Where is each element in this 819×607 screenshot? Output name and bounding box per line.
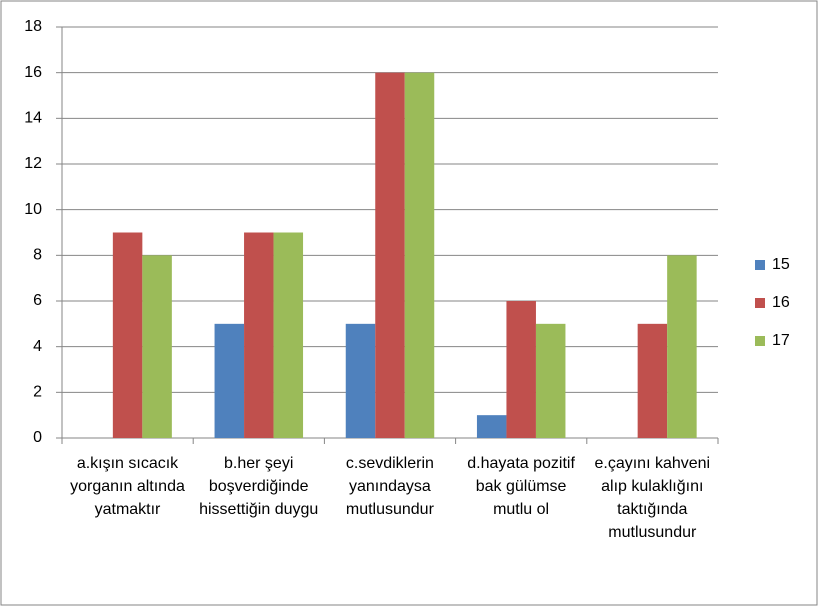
y-tick-label: 2 bbox=[33, 384, 42, 401]
bar bbox=[214, 323, 245, 438]
y-tick-label: 0 bbox=[33, 429, 42, 446]
bar bbox=[404, 72, 435, 439]
x-tick-label: c.sevdiklerin yanındaysa mutlusundur bbox=[345, 455, 434, 518]
legend-label: 15 bbox=[772, 256, 790, 273]
bar bbox=[142, 255, 172, 438]
y-tick-label: 14 bbox=[24, 110, 42, 127]
y-tick-label: 6 bbox=[33, 292, 42, 309]
bar bbox=[506, 301, 536, 438]
bar bbox=[273, 232, 304, 438]
x-tick-label: d.hayata pozitif bak gülümse mutlu ol bbox=[467, 455, 575, 518]
y-tick-label: 18 bbox=[24, 18, 42, 35]
bar bbox=[535, 323, 566, 438]
y-tick-label: 10 bbox=[24, 201, 42, 218]
bar bbox=[345, 323, 376, 438]
legend-swatch bbox=[755, 260, 765, 270]
legend-swatch bbox=[755, 298, 765, 308]
bar bbox=[476, 415, 507, 438]
x-tick-label: a.kışın sıcacık yorganın altında yatmakt… bbox=[70, 455, 185, 518]
bar bbox=[667, 255, 697, 438]
x-tick-label: b.her şeyi boşverdiğinde hissettiğin duy… bbox=[199, 455, 319, 518]
bar bbox=[637, 323, 668, 438]
bar bbox=[112, 232, 143, 438]
y-tick-label: 8 bbox=[33, 247, 42, 264]
legend-label: 16 bbox=[772, 294, 790, 311]
y-tick-label: 16 bbox=[24, 64, 42, 81]
x-tick-label: e.çayını kahveni alıp kulaklığını taktığ… bbox=[594, 455, 711, 541]
legend-swatch bbox=[755, 336, 765, 346]
bar bbox=[375, 72, 405, 439]
bar bbox=[244, 232, 274, 438]
y-tick-label: 4 bbox=[33, 338, 42, 355]
legend-label: 17 bbox=[772, 332, 790, 349]
y-tick-label: 12 bbox=[24, 155, 42, 172]
